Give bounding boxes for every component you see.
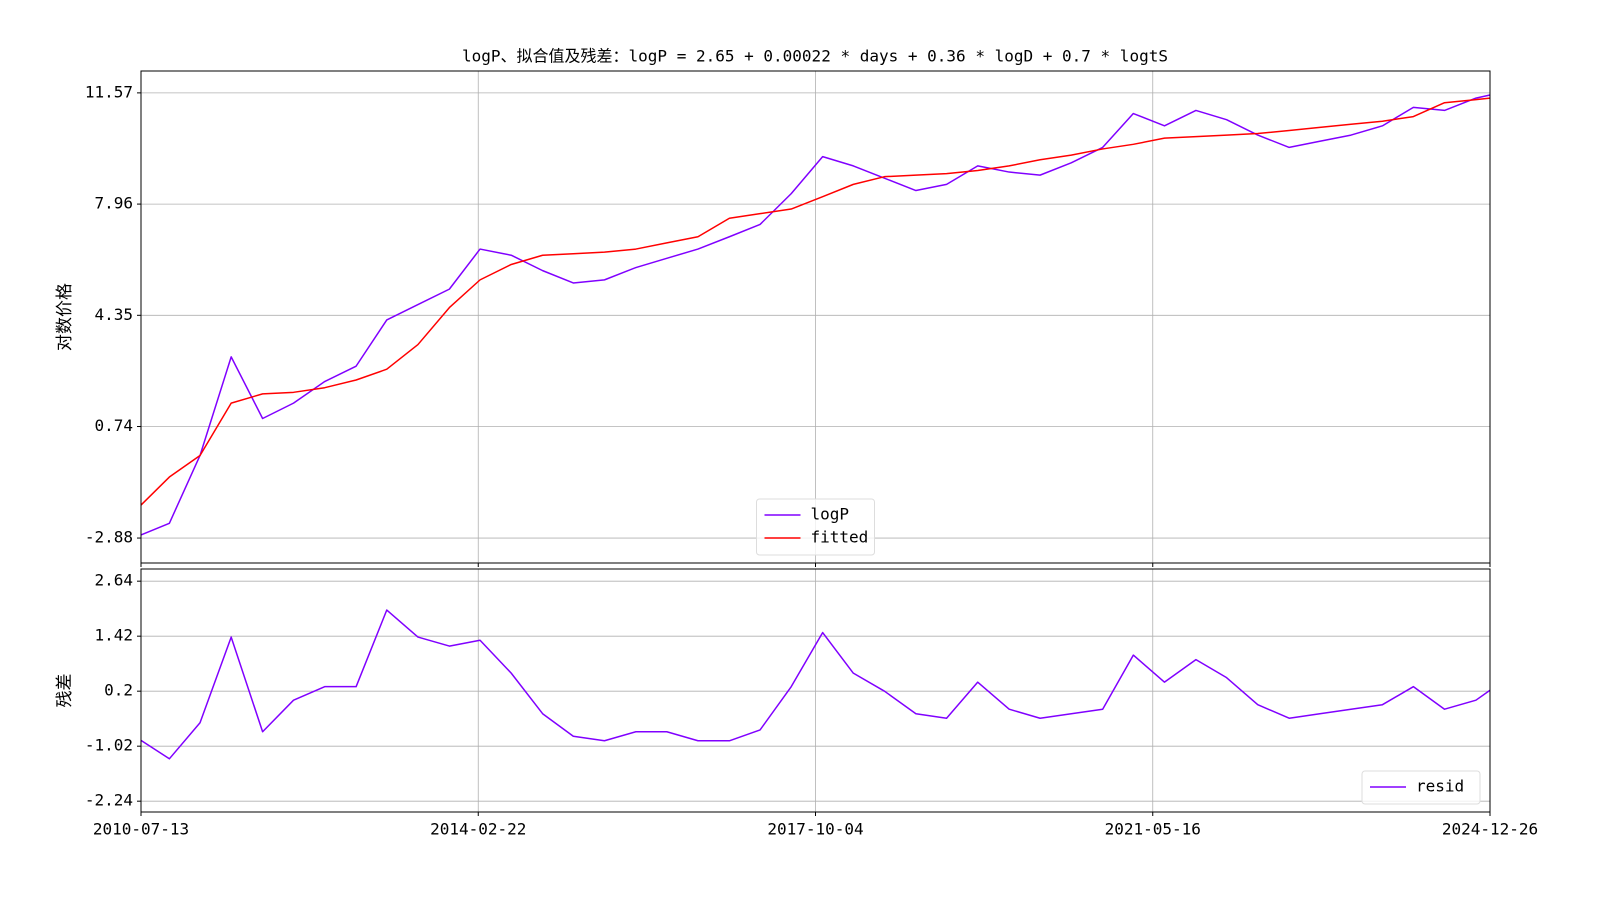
y-tick-label: 11.57 <box>85 82 133 101</box>
y-tick-label: 0.2 <box>104 681 133 700</box>
x-tick-label: 2024-12-26 <box>1442 820 1538 839</box>
x-tick-label: 2014-02-22 <box>430 820 526 839</box>
y-tick-label: 1.42 <box>94 626 133 645</box>
legend-box <box>756 498 875 556</box>
y-tick-label: 4.35 <box>94 305 133 324</box>
y-tick-label: 0.74 <box>94 416 133 435</box>
line-series <box>140 94 1491 536</box>
y-tick-label: -2.24 <box>85 791 133 810</box>
y-axis-label: 残差 <box>55 674 75 708</box>
x-tick-label: 2010-07-13 <box>93 820 189 839</box>
line-series <box>140 97 1491 506</box>
y-axis-label: 对数价格 <box>55 283 75 351</box>
y-tick-label: 2.64 <box>94 571 133 590</box>
chart-title: logP、拟合值及残差：logP = 2.65 + 0.00022 * days… <box>462 47 1168 66</box>
y-tick-label: 7.96 <box>94 194 133 213</box>
y-tick-label: -1.02 <box>85 736 133 755</box>
legend-box <box>1361 770 1481 805</box>
line-series <box>140 609 1491 760</box>
legend-label: resid <box>1416 777 1464 796</box>
plot-frame <box>140 70 1491 564</box>
legend-label: logP <box>811 505 850 524</box>
plot-frame <box>140 568 1491 813</box>
x-tick-label: 2017-10-04 <box>767 820 863 839</box>
x-tick-label: 2021-05-16 <box>1105 820 1201 839</box>
y-tick-label: -2.88 <box>85 528 133 547</box>
legend-label: fitted <box>811 528 869 547</box>
